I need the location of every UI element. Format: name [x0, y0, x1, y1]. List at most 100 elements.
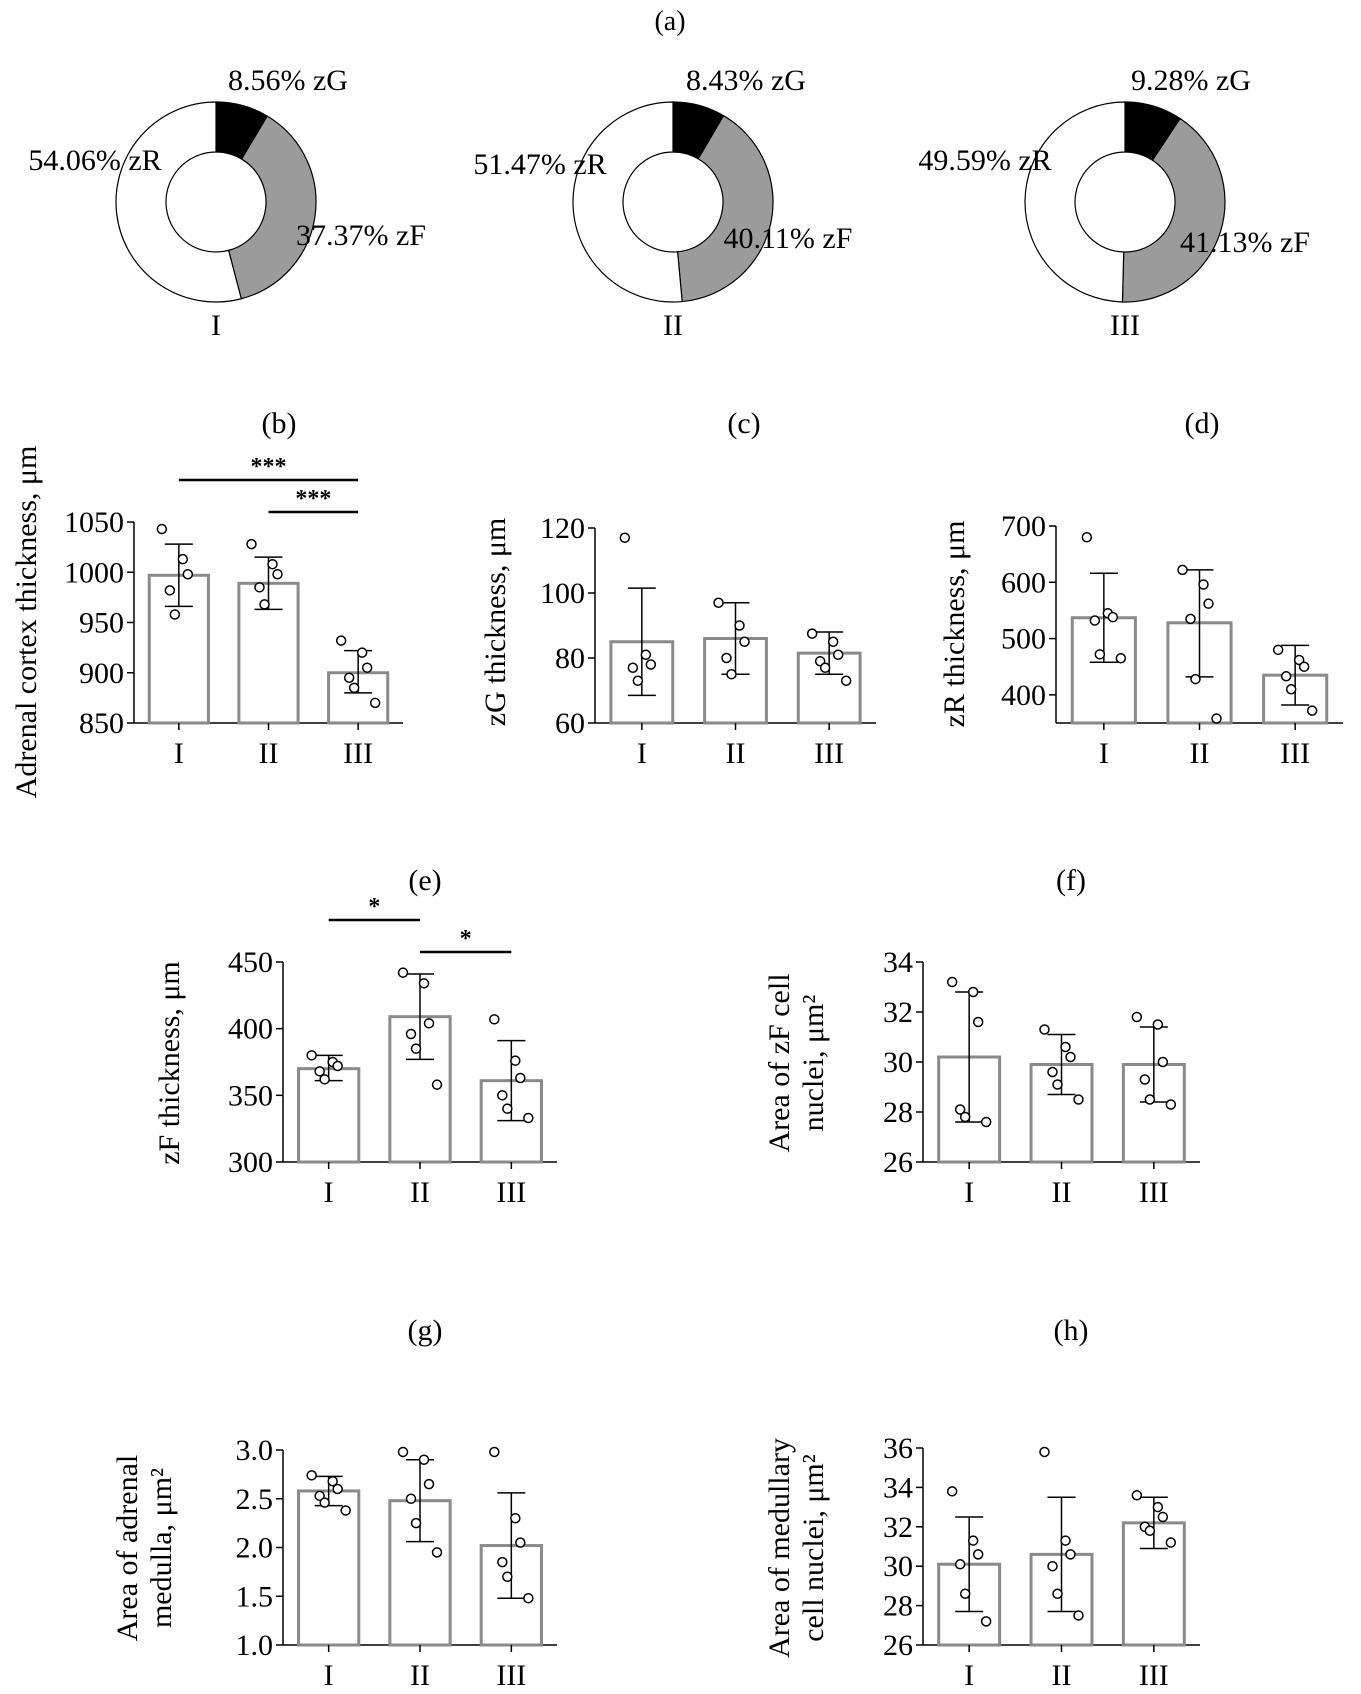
y-tick-label: 350	[228, 1079, 273, 1112]
y-tick-label: 30	[883, 1550, 913, 1583]
data-point	[1157, 1511, 1169, 1523]
data-point	[182, 569, 194, 580]
data-point	[1272, 644, 1284, 656]
y-tick-label: 450	[228, 946, 273, 979]
data-point	[246, 538, 257, 550]
data-point	[1131, 1011, 1143, 1023]
donut-slice	[1121, 117, 1226, 303]
y-tick-label: 26	[883, 1629, 913, 1662]
y-tick-label: 2.0	[236, 1532, 274, 1565]
x-tick-label: III	[814, 737, 844, 770]
data-point	[410, 1043, 422, 1054]
data-point	[1073, 1610, 1084, 1621]
data-point	[827, 636, 839, 647]
slice-label: 37.37% zF	[296, 219, 426, 252]
data-point	[510, 1055, 521, 1066]
data-point	[502, 1571, 513, 1582]
data-point	[497, 1090, 508, 1101]
x-tick-label: II	[259, 737, 279, 770]
data-point	[1280, 671, 1292, 682]
y-tick-label: 26	[883, 1146, 913, 1179]
data-point	[840, 675, 852, 686]
panel-title: (f)	[1056, 864, 1086, 897]
data-point	[819, 662, 831, 673]
panel-title: (g)	[408, 1314, 443, 1347]
data-point	[645, 659, 657, 670]
donut-slice	[1024, 101, 1126, 303]
panel-title: (c)	[727, 407, 760, 440]
donut-slice	[572, 101, 683, 303]
data-point	[1047, 1560, 1058, 1572]
y-tick-label: 500	[1001, 623, 1046, 656]
slice-label: 54.06% zR	[28, 144, 161, 177]
y-tick-label: 28	[883, 1096, 913, 1129]
donut-slice	[115, 101, 242, 303]
x-tick-label: II	[726, 737, 746, 770]
y-axis-label: medulla, μm²	[145, 1468, 178, 1628]
data-point	[1211, 713, 1222, 724]
data-point	[1139, 1074, 1151, 1085]
data-point	[721, 652, 732, 664]
data-point	[169, 609, 181, 620]
data-point	[254, 582, 265, 593]
x-tick-label: II	[410, 1176, 430, 1209]
y-axis-label: nuclei, μm²	[797, 995, 830, 1132]
bar-charts: (b) 850 900 950 1000 1050 Adrenal cortex thick…	[10, 407, 1343, 1692]
data-point	[335, 635, 347, 646]
data-point	[272, 569, 283, 580]
y-tick-label: 30	[883, 1046, 913, 1079]
data-point	[1047, 1066, 1058, 1078]
y-tick-label: 1.5	[236, 1580, 274, 1613]
data-point	[410, 1517, 422, 1529]
bar-chart-g: (g) 1.0 1.5 2.0 2.5 3.0 Area of adrenal medulla…	[111, 1314, 557, 1692]
slice-label: 9.28% zG	[1131, 64, 1251, 97]
panel-title: (h)	[1054, 1314, 1089, 1347]
y-tick-label: 300	[228, 1146, 273, 1179]
data-point	[267, 558, 278, 570]
data-point	[972, 1016, 984, 1028]
data-point	[431, 1547, 443, 1558]
x-tick-label: III	[343, 737, 373, 770]
data-point	[1144, 1094, 1156, 1105]
bar	[297, 1489, 361, 1647]
data-point	[1165, 1537, 1177, 1548]
data-point	[1060, 1535, 1071, 1546]
y-axis-label: Area of medullary	[763, 1438, 796, 1658]
donut-chart-III: 9.28% zG 41.13% zF 49.59% zR III	[918, 64, 1310, 342]
y-axis-label: cell nuclei, μm²	[797, 1454, 830, 1642]
data-point	[1107, 611, 1119, 623]
data-point	[1144, 1525, 1156, 1536]
y-tick-label: 1050	[64, 506, 124, 539]
slice-label: 49.59% zR	[918, 144, 1051, 177]
y-tick-label: 36	[883, 1432, 913, 1465]
slice-label: 8.43% zG	[686, 64, 806, 97]
data-point	[734, 620, 745, 631]
data-point	[1298, 661, 1310, 672]
data-point	[726, 669, 737, 680]
y-tick-label: 1000	[64, 556, 124, 589]
data-point	[306, 1050, 317, 1061]
x-tick-label: II	[1052, 1659, 1072, 1692]
panel-a-label: (a)	[654, 6, 685, 37]
x-tick-label: I	[324, 1659, 334, 1692]
bar-chart-b: (b) 850 900 950 1000 1050 Adrenal cortex thick…	[10, 407, 403, 798]
data-point	[515, 1072, 526, 1084]
data-point	[343, 672, 355, 684]
data-point	[1198, 579, 1209, 590]
y-axis-label: zF thickness, μm	[153, 961, 186, 1165]
slice-label: 40.11% zF	[724, 222, 853, 255]
slice-label: 51.47% zR	[473, 148, 606, 181]
group-label: I	[211, 309, 221, 342]
data-point	[489, 1014, 500, 1025]
bar-chart-f: (f) 26 28 30 32 34 Area of zF cell nuclei, μm² I…	[763, 864, 1200, 1209]
y-tick-label: 400	[228, 1013, 273, 1046]
group-label: III	[1110, 309, 1140, 342]
data-point	[1065, 1549, 1076, 1560]
data-point	[959, 1111, 971, 1123]
data-point	[980, 1616, 992, 1627]
data-point	[523, 1112, 534, 1124]
data-point	[361, 662, 373, 673]
